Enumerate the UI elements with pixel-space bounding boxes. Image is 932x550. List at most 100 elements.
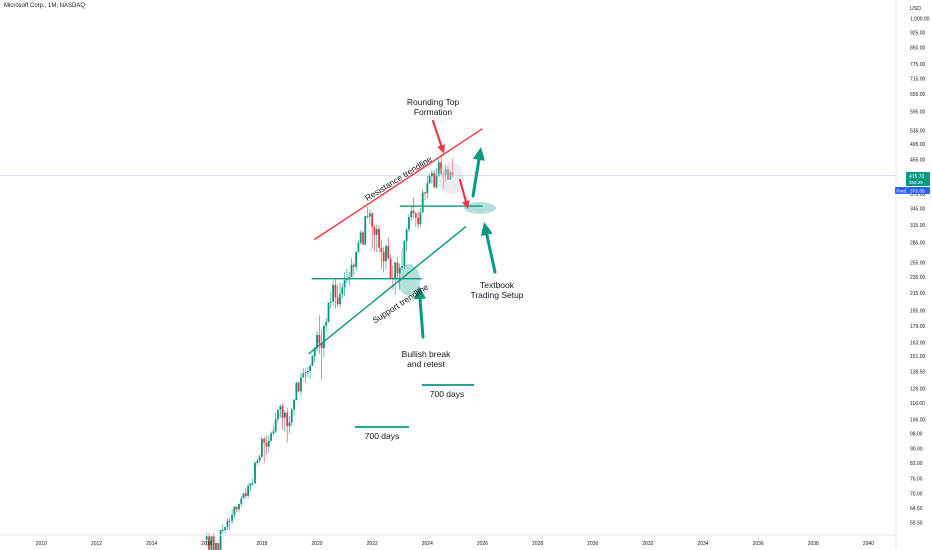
price-tick-label: 1,000.00 <box>910 17 930 23</box>
svg-text:Formation: Formation <box>414 107 453 117</box>
rounding-top-ellipse <box>438 162 464 194</box>
candle-body <box>290 409 293 423</box>
time-tick-label: 2028 <box>532 541 543 547</box>
price-tick-label: 535.00 <box>910 128 926 134</box>
candle-body <box>339 293 341 305</box>
candle-body <box>270 433 273 441</box>
candle-body <box>348 277 351 279</box>
arrow-rounding-top <box>431 119 445 154</box>
candle-body <box>251 483 254 485</box>
candle-body <box>254 462 256 484</box>
candle-body <box>221 530 224 531</box>
candle-body <box>362 232 364 245</box>
candle-body <box>421 192 424 213</box>
price-axis-bg[interactable] <box>896 0 932 550</box>
candle-body <box>325 321 328 326</box>
candle-body <box>398 267 401 274</box>
time-tick-label: 2032 <box>642 541 653 547</box>
currency-label: USD <box>910 6 921 12</box>
symbol-title: Microsoft Corp., 1M, NASDAQ <box>4 3 86 9</box>
last-price-sub: 350.29 <box>909 180 923 185</box>
price-tick-label: 215.00 <box>910 291 926 297</box>
time-tick-label: 2034 <box>697 541 708 547</box>
candle-body <box>327 302 330 322</box>
candle-body <box>401 266 403 268</box>
candle-body <box>311 356 314 366</box>
candle-body <box>240 498 243 504</box>
candle-body <box>316 334 318 349</box>
candle-body <box>371 213 374 228</box>
candle-body <box>272 431 275 434</box>
candle-body <box>304 372 307 374</box>
price-tick-label: 59.50 <box>910 520 923 526</box>
candle-body <box>350 264 353 278</box>
candle-body <box>403 240 406 267</box>
candle-body <box>442 174 445 176</box>
candle-body <box>219 530 222 550</box>
price-tick-label: 106.00 <box>910 417 926 423</box>
candle-body <box>283 412 286 418</box>
candle-body <box>352 264 355 267</box>
candle-body <box>341 287 344 294</box>
price-tick-label: 83.00 <box>910 461 923 467</box>
candle-body <box>394 262 397 280</box>
candle-body <box>297 382 300 392</box>
price-tick-label: 179.00 <box>910 324 926 330</box>
time-tick-label: 2036 <box>753 541 764 547</box>
candle-body <box>345 278 348 281</box>
candle-body <box>336 297 339 305</box>
candle-body <box>313 348 316 357</box>
annotation-bullish: Bullish break and retest <box>402 349 451 369</box>
arrow-bullish-retest <box>414 286 426 339</box>
candle-body <box>265 442 268 447</box>
svg-text:Textbook: Textbook <box>480 280 515 290</box>
price-tick-label: 655.00 <box>910 92 926 98</box>
candle-body <box>449 172 452 180</box>
price-tick-label: 235.00 <box>910 275 926 281</box>
candle-body <box>444 169 447 175</box>
price-tick-label: 70.00 <box>910 491 923 497</box>
candle-body <box>408 217 410 230</box>
time-tick-label: 2030 <box>587 541 598 547</box>
candle-body <box>378 228 380 248</box>
price-tick-label: 195.00 <box>910 308 926 314</box>
candle-body <box>424 192 426 194</box>
candle-body <box>375 228 378 235</box>
time-tick-label: 2012 <box>91 541 102 547</box>
candle-body <box>447 169 449 180</box>
candle-body <box>274 419 277 432</box>
candle-body <box>396 262 399 274</box>
candle-body <box>279 406 282 410</box>
candle-body <box>309 365 312 371</box>
price-tick-label: 285.00 <box>910 241 926 247</box>
price-tick-label: 455.00 <box>910 157 926 163</box>
svg-text:Trading Setup: Trading Setup <box>470 290 523 300</box>
candles <box>205 154 454 550</box>
price-tick-label: 76.00 <box>910 477 923 483</box>
candle-body <box>244 493 247 496</box>
candle-body <box>364 216 367 245</box>
candle-body <box>382 251 385 262</box>
candle-body <box>256 460 259 463</box>
svg-text:Bullish break: Bullish break <box>402 349 451 359</box>
candle-body <box>281 406 284 418</box>
candle-body <box>295 382 298 401</box>
arrow-up-breakout <box>471 147 485 198</box>
candle-body <box>412 210 415 214</box>
time-tick-label: 2040 <box>863 541 874 547</box>
retest-zone-ellipse <box>398 264 420 296</box>
candle-body <box>414 213 417 218</box>
pred-tag: Pred 375.65 <box>895 187 930 195</box>
price-tick-label: 126.00 <box>910 386 926 392</box>
last-price-tag: 415.70 350.29 <box>906 172 930 186</box>
candle-body <box>437 162 440 176</box>
candle-body <box>300 377 302 392</box>
pred-tag-label: Pred <box>897 189 907 194</box>
price-tick-label: 375.00 <box>910 192 926 198</box>
candle-body <box>320 343 323 349</box>
price-tick-label: 715.00 <box>910 77 926 83</box>
candle-body <box>247 485 250 496</box>
price-tick-label: 775.00 <box>910 62 926 68</box>
price-tick-label: 116.00 <box>910 401 925 407</box>
